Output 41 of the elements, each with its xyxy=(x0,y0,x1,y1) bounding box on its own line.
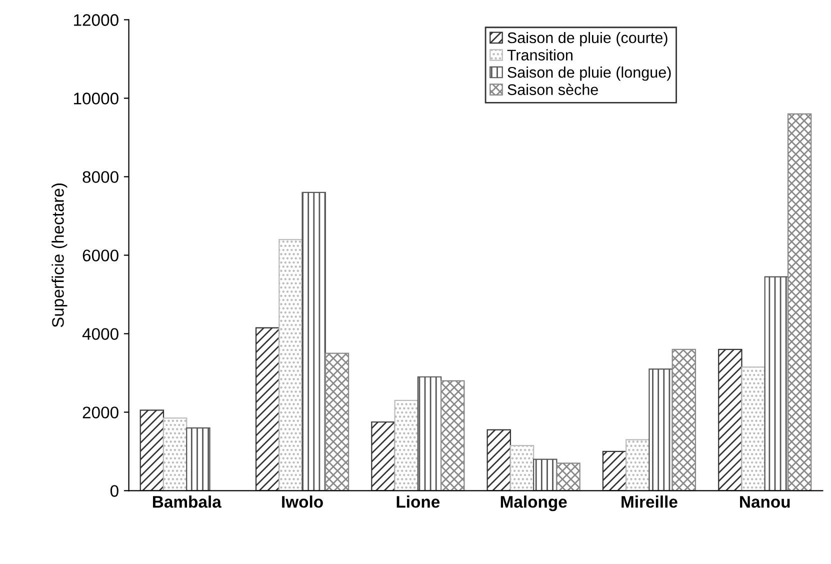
bar xyxy=(302,192,326,491)
y-tick-label: 10000 xyxy=(74,92,118,104)
bar xyxy=(324,352,350,491)
bar xyxy=(255,327,280,491)
x-tick-label: Bambala xyxy=(153,496,222,508)
bar xyxy=(648,368,673,491)
legend-label: Saison sèche xyxy=(508,84,598,96)
bar xyxy=(417,376,442,491)
bar xyxy=(787,113,812,491)
bar xyxy=(371,421,396,491)
bar xyxy=(741,366,766,491)
bar xyxy=(764,276,789,491)
bar xyxy=(718,348,742,491)
y-tick-label: 2000 xyxy=(82,406,118,418)
bar xyxy=(486,429,511,491)
y-tick-label: 6000 xyxy=(82,250,118,262)
y-tick-label: 12000 xyxy=(74,14,118,26)
bar xyxy=(394,400,418,491)
legend-label: Saison de pluie (longue) xyxy=(508,66,671,81)
bar xyxy=(440,380,465,491)
bar xyxy=(626,439,650,491)
x-tick-label: Nanou xyxy=(740,496,790,508)
x-tick-label: Iwolo xyxy=(282,496,323,508)
bar xyxy=(556,462,580,491)
x-tick-label: Malonge xyxy=(500,496,567,512)
bar xyxy=(672,348,696,491)
bar xyxy=(533,458,558,491)
bar xyxy=(186,427,210,491)
legend-label: Transition xyxy=(507,49,572,60)
bar xyxy=(162,418,188,491)
legend-label: Saison de pluie (courte) xyxy=(508,32,668,46)
x-tick-label: Lione xyxy=(396,496,440,508)
y-tick-label: 0 xyxy=(110,485,118,497)
bar xyxy=(602,450,627,491)
x-tick-label: Mireille xyxy=(622,496,678,508)
y-axis-title: Superficie (hectare) xyxy=(52,184,68,328)
y-tick-label: 4000 xyxy=(82,328,118,340)
y-tick-label: 8000 xyxy=(82,171,118,183)
bar xyxy=(278,238,303,491)
bar xyxy=(510,444,534,491)
bar xyxy=(140,410,164,491)
